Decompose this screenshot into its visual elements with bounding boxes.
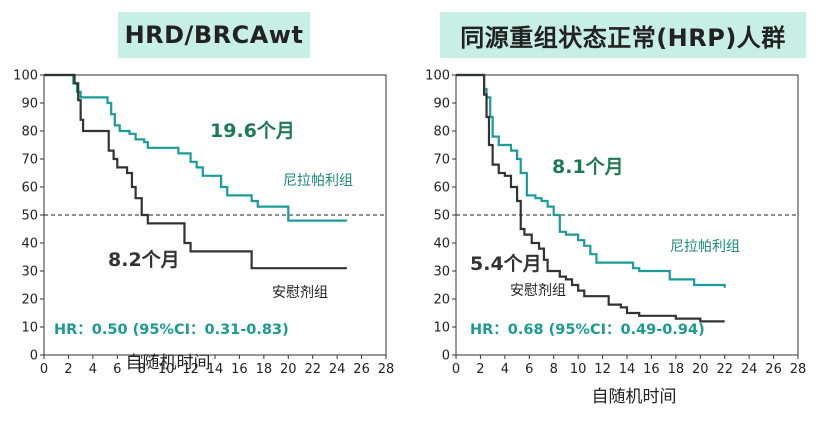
median-label-niraparib: 8.1个月: [552, 156, 624, 178]
y-tick-label: 70: [21, 153, 38, 168]
x-tick-label: 24: [741, 362, 758, 377]
x-tick-label: 18: [256, 362, 273, 377]
y-tick-label: 60: [21, 181, 38, 196]
y-tick-label: 30: [433, 265, 450, 280]
x-tick-label: 0: [40, 362, 48, 377]
x-tick-label: 14: [207, 362, 224, 377]
y-tick-label: 20: [21, 293, 38, 308]
legend-label-niraparib: 尼拉帕利组: [283, 173, 353, 189]
x-axis-left: 0 2 4 6 8 10 12 14 16 18 20 22 24 26 28: [40, 355, 394, 377]
x-axis-right: 0 2 4 6 8 10 12 14 16 18 20 22 24 26 28: [452, 355, 806, 377]
y-tick-label: 60: [433, 181, 450, 196]
x-tick-label: 2: [476, 362, 484, 377]
x-tick-label: 8: [550, 362, 558, 377]
x-tick-label: 10: [158, 362, 175, 377]
y-axis-left: 0 10 20 30 40 50 60 70 80 90 100: [13, 69, 44, 364]
y-tick-label: 90: [433, 97, 450, 112]
x-tick-label: 0: [452, 362, 460, 377]
y-tick-label: 100: [13, 69, 38, 84]
median-label-placebo: 8.2个月: [108, 249, 180, 271]
x-tick-label: 10: [570, 362, 587, 377]
y-tick-label: 50: [21, 209, 38, 224]
y-tick-label: 50: [433, 209, 450, 224]
y-tick-label: 100: [425, 69, 450, 84]
legend-label-niraparib: 尼拉帕利组: [670, 239, 740, 255]
x-tick-label: 6: [113, 362, 121, 377]
y-tick-label: 90: [21, 97, 38, 112]
chart-title-right: 同源重组状态正常(HRP)人群: [440, 12, 806, 58]
y-tick-label: 0: [442, 349, 450, 364]
chart-title-left: HRD/BRCAwt: [118, 12, 310, 58]
y-tick-label: 30: [21, 265, 38, 280]
legend-label-placebo: 安慰剂组: [510, 282, 566, 299]
y-tick-label: 80: [433, 125, 450, 140]
x-tick-label: 12: [594, 362, 611, 377]
x-tick-label: 16: [231, 362, 248, 377]
x-tick-label: 20: [280, 362, 297, 377]
series-line-niraparib: [44, 73, 347, 222]
x-tick-label: 4: [89, 362, 97, 377]
y-tick-label: 0: [30, 349, 38, 364]
x-tick-label: 22: [304, 362, 321, 377]
y-tick-label: 40: [433, 237, 450, 252]
y-tick-label: 80: [21, 125, 38, 140]
x-tick-label: 4: [501, 362, 509, 377]
series-line-placebo: [44, 73, 347, 270]
y-tick-label: 40: [21, 237, 38, 252]
median-label-placebo: 5.4个月: [470, 253, 542, 275]
x-tick-label: 8: [138, 362, 146, 377]
hazard-ratio-label: HR：0.68 (95%CI：0.49-0.94): [470, 322, 705, 338]
x-tick-label: 6: [525, 362, 533, 377]
x-tick-label: 26: [353, 362, 370, 377]
x-tick-label: 18: [668, 362, 685, 377]
y-tick-label: 10: [433, 321, 450, 336]
y-axis-right: 0 10 20 30 40 50 60 70 80 90 100: [425, 69, 456, 364]
x-axis-label: 自随机时间: [592, 387, 677, 407]
chart-panel-right: 同源重组状态正常(HRP)人群 0 10 20 30 40 50 60 70 80 90 100 0…: [412, 0, 822, 424]
hazard-ratio-label: HR：0.50 (95%CI：0.31-0.83): [54, 322, 289, 338]
series-line-niraparib: [456, 73, 726, 288]
x-tick-label: 24: [329, 362, 346, 377]
y-tick-label: 20: [433, 293, 450, 308]
x-tick-label: 28: [378, 362, 395, 377]
median-label-niraparib: 19.6个月: [210, 120, 295, 142]
x-tick-label: 26: [765, 362, 782, 377]
y-tick-label: 10: [21, 321, 38, 336]
x-tick-label: 28: [790, 362, 807, 377]
legend-label-placebo: 安慰剂组: [272, 284, 328, 301]
x-tick-label: 12: [182, 362, 199, 377]
series-line-placebo: [456, 73, 725, 323]
x-tick-label: 14: [619, 362, 636, 377]
x-tick-label: 2: [64, 362, 72, 377]
y-tick-label: 70: [433, 153, 450, 168]
x-tick-label: 20: [692, 362, 709, 377]
x-tick-label: 22: [716, 362, 733, 377]
x-tick-label: 16: [643, 362, 660, 377]
x-axis-label: 自随机时间: [126, 353, 211, 373]
